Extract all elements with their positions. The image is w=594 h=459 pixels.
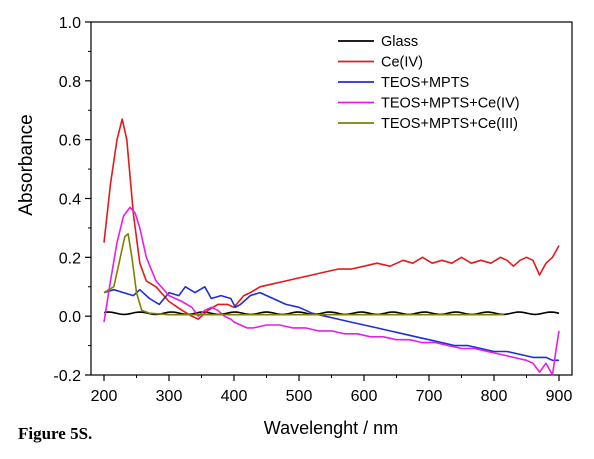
legend-label: Ce(IV) <box>381 55 423 71</box>
x-tick-label: 500 <box>286 388 313 405</box>
y-tick-label: 1.0 <box>59 15 81 32</box>
x-axis-label: Wavelenght / nm <box>264 418 398 438</box>
y-tick-label: 0.6 <box>59 133 81 150</box>
y-tick-label: 0.2 <box>59 250 81 267</box>
y-axis-ticks: -0.2 0.0 0.2 0.4 0.6 0.8 1.0 <box>53 15 91 385</box>
legend-label: TEOS+MPTS+Ce(III) <box>381 116 518 132</box>
series-line-3 <box>103 206 560 376</box>
series-layer <box>103 118 560 376</box>
figure-caption: Figure 5S. <box>18 424 93 443</box>
series-line-4 <box>103 233 504 316</box>
x-axis-ticks: 200 300 400 500 600 700 800 900 <box>91 375 573 405</box>
y-tick-label: 0.0 <box>59 309 81 326</box>
y-tick-label: 0.8 <box>59 74 81 91</box>
y-axis-label: Absorbance <box>16 114 37 215</box>
x-tick-label: 800 <box>481 388 508 405</box>
legend-label: TEOS+MPTS+Ce(IV) <box>381 96 520 112</box>
legend: Glass Ce(IV) TEOS+MPTS TEOS+MPTS+Ce(IV) TEOS… <box>338 34 520 132</box>
series-line-0 <box>103 311 560 316</box>
x-tick-label: 200 <box>91 388 118 405</box>
plot-frame <box>90 21 573 376</box>
x-tick-label: 600 <box>351 388 378 405</box>
x-tick-label: 400 <box>221 388 248 405</box>
series-line-2 <box>103 286 559 362</box>
legend-label: TEOS+MPTS <box>381 75 469 91</box>
legend-label: Glass <box>381 34 418 50</box>
x-tick-label: 700 <box>416 388 443 405</box>
x-tick-label: 900 <box>546 388 573 405</box>
series-line-1 <box>103 118 560 320</box>
x-tick-label: 300 <box>156 388 183 405</box>
y-tick-label: 0.4 <box>59 192 81 209</box>
y-tick-label: -0.2 <box>53 368 81 385</box>
